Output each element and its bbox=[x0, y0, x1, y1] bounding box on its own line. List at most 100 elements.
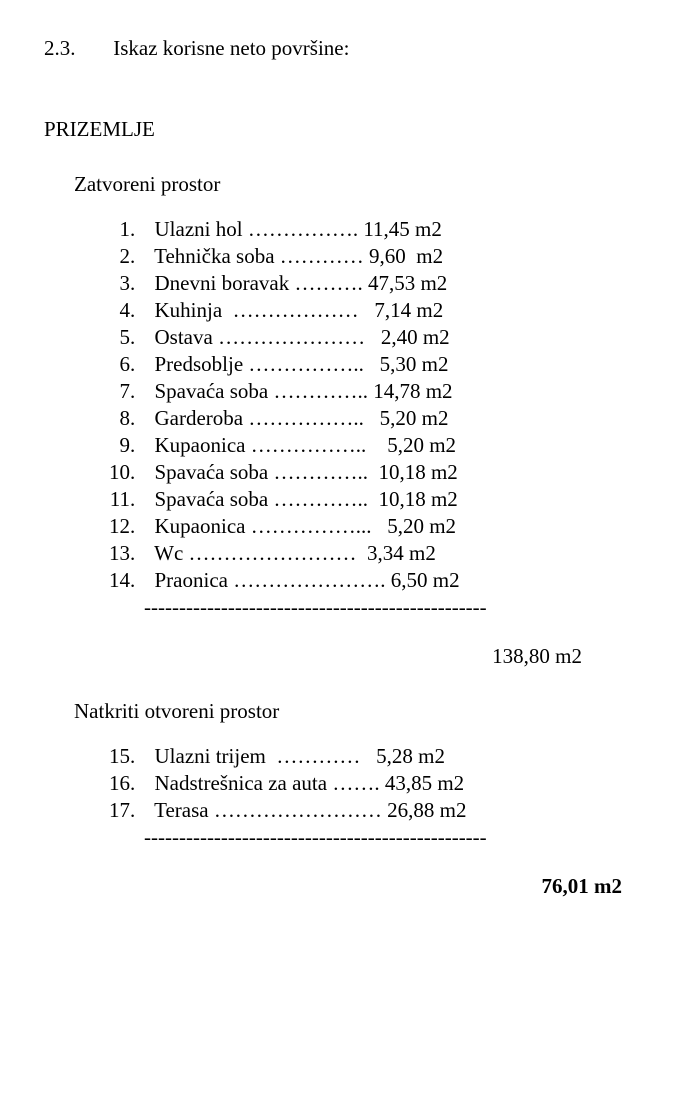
rooms-list: 15. Ulazni trijem ………… 5,28 m216. Nadstr… bbox=[100, 744, 670, 850]
room-line: 3. Dnevni boravak ………. 47,53 m2 bbox=[100, 271, 670, 296]
index-dot: . bbox=[130, 568, 144, 593]
room-name: Dnevni boravak bbox=[155, 271, 290, 295]
room-index: 3 bbox=[100, 271, 130, 296]
room-index: 12 bbox=[100, 514, 130, 539]
room-index: 16 bbox=[100, 771, 130, 796]
leader-dots: …………………… bbox=[183, 541, 367, 565]
room-line: 16. Nadstrešnica za auta ……. 43,85 m2 bbox=[100, 771, 670, 796]
room-index: 11 bbox=[100, 487, 130, 512]
room-line: 1. Ulazni hol ……………. 11,45 m2 bbox=[100, 217, 670, 242]
index-dot: . bbox=[130, 379, 144, 404]
room-name: Spavaća soba bbox=[155, 487, 269, 511]
room-line: 6. Predsoblje …………….. 5,30 m2 bbox=[100, 352, 670, 377]
room-area: 3,34 m2 bbox=[367, 541, 436, 565]
room-index: 17 bbox=[100, 798, 130, 823]
index-dot: . bbox=[130, 771, 144, 796]
room-line: 13. Wc …………………… 3,34 m2 bbox=[100, 541, 670, 566]
leader-dots: …………….. bbox=[243, 352, 380, 376]
divider-line: ----------------------------------------… bbox=[144, 595, 670, 620]
index-dot: . bbox=[130, 352, 144, 377]
room-area: 5,30 m2 bbox=[380, 352, 449, 376]
leader-dots: …………………. bbox=[228, 568, 391, 592]
room-area: 5,20 m2 bbox=[380, 406, 449, 430]
leader-dots: …………………… bbox=[209, 798, 388, 822]
room-index: 1 bbox=[100, 217, 130, 242]
room-name: Praonica bbox=[155, 568, 228, 592]
room-index: 2 bbox=[100, 244, 130, 269]
index-dot: . bbox=[130, 406, 144, 431]
section-subtotal: 76,01 m2 bbox=[44, 874, 670, 899]
room-area: 5,20 m2 bbox=[387, 514, 456, 538]
index-dot: . bbox=[130, 217, 144, 242]
room-line: 9. Kupaonica …………….. 5,20 m2 bbox=[100, 433, 670, 458]
section-title: Iskaz korisne neto površine: bbox=[113, 36, 349, 60]
room-line: 15. Ulazni trijem ………… 5,28 m2 bbox=[100, 744, 670, 769]
room-index: 6 bbox=[100, 352, 130, 377]
room-line: 2. Tehnička soba ………… 9,60 m2 bbox=[100, 244, 670, 269]
index-dot: . bbox=[130, 298, 144, 323]
room-name: Terasa bbox=[154, 798, 209, 822]
index-dot: . bbox=[130, 325, 144, 350]
room-index: 8 bbox=[100, 406, 130, 431]
room-name: Spavaća soba bbox=[155, 460, 269, 484]
subsection-title: Zatvoreni prostor bbox=[74, 172, 670, 197]
index-dot: . bbox=[130, 541, 144, 566]
room-name: Kupaonica bbox=[155, 433, 246, 457]
divider-line: ----------------------------------------… bbox=[144, 825, 670, 850]
room-name: Garderoba bbox=[155, 406, 244, 430]
room-index: 4 bbox=[100, 298, 130, 323]
room-area: 11,45 m2 bbox=[363, 217, 442, 241]
room-area: 5,28 m2 bbox=[376, 744, 445, 768]
room-name: Ulazni trijem bbox=[155, 744, 266, 768]
rooms-list: 1. Ulazni hol ……………. 11,45 m2 2. Tehničk… bbox=[100, 217, 670, 620]
index-dot: . bbox=[130, 798, 144, 823]
room-area: 14,78 m2 bbox=[373, 379, 452, 403]
room-line: 10. Spavaća soba ………….. 10,18 m2 bbox=[100, 460, 670, 485]
index-dot: . bbox=[130, 244, 144, 269]
room-line: 5. Ostava ………………… 2,40 m2 bbox=[100, 325, 670, 350]
room-area: 2,40 m2 bbox=[381, 325, 450, 349]
room-name: Spavaća soba bbox=[155, 379, 269, 403]
section-number: 2.3. bbox=[44, 36, 108, 61]
room-name: Kuhinja bbox=[155, 298, 223, 322]
room-index: 14 bbox=[100, 568, 130, 593]
leader-dots: ……………. bbox=[243, 217, 364, 241]
leader-dots: ……………... bbox=[245, 514, 387, 538]
room-index: 10 bbox=[100, 460, 130, 485]
room-line: 14. Praonica …………………. 6,50 m2 bbox=[100, 568, 670, 593]
room-index: 7 bbox=[100, 379, 130, 404]
leader-dots: ………….. bbox=[268, 379, 373, 403]
room-line: 17. Terasa …………………… 26,88 m2 bbox=[100, 798, 670, 823]
leader-dots: …………….. bbox=[245, 433, 387, 457]
room-area: 43,85 m2 bbox=[385, 771, 464, 795]
room-index: 9 bbox=[100, 433, 130, 458]
room-area: 10,18 m2 bbox=[378, 460, 457, 484]
room-line: 4. Kuhinja ……………… 7,14 m2 bbox=[100, 298, 670, 323]
room-name: Predsoblje bbox=[155, 352, 244, 376]
room-line: 12. Kupaonica ……………... 5,20 m2 bbox=[100, 514, 670, 539]
room-area: 10,18 m2 bbox=[378, 487, 457, 511]
index-dot: . bbox=[130, 271, 144, 296]
room-name: Ostava bbox=[155, 325, 213, 349]
leader-dots: ………… bbox=[275, 244, 370, 268]
leader-dots: …………….. bbox=[243, 406, 380, 430]
room-area: 9,60 m2 bbox=[369, 244, 443, 268]
subsection-title: Natkriti otvoreni prostor bbox=[74, 699, 670, 724]
leader-dots: ………………… bbox=[213, 325, 381, 349]
room-name: Ulazni hol bbox=[155, 217, 243, 241]
room-area: 6,50 m2 bbox=[391, 568, 460, 592]
room-line: 11. Spavaća soba ………….. 10,18 m2 bbox=[100, 487, 670, 512]
leader-dots: ………… bbox=[266, 744, 376, 768]
index-dot: . bbox=[130, 744, 144, 769]
room-area: 47,53 m2 bbox=[368, 271, 447, 295]
room-area: 5,20 m2 bbox=[387, 433, 456, 457]
room-name: Tehnička soba bbox=[154, 244, 274, 268]
index-dot: . bbox=[130, 433, 144, 458]
index-dot: . bbox=[130, 487, 144, 512]
index-dot: . bbox=[130, 460, 144, 485]
leader-dots: ………. bbox=[289, 271, 368, 295]
room-line: 7. Spavaća soba ………….. 14,78 m2 bbox=[100, 379, 670, 404]
leader-dots: ……………… bbox=[222, 298, 374, 322]
leader-dots: ……. bbox=[327, 771, 385, 795]
room-line: 8. Garderoba …………….. 5,20 m2 bbox=[100, 406, 670, 431]
